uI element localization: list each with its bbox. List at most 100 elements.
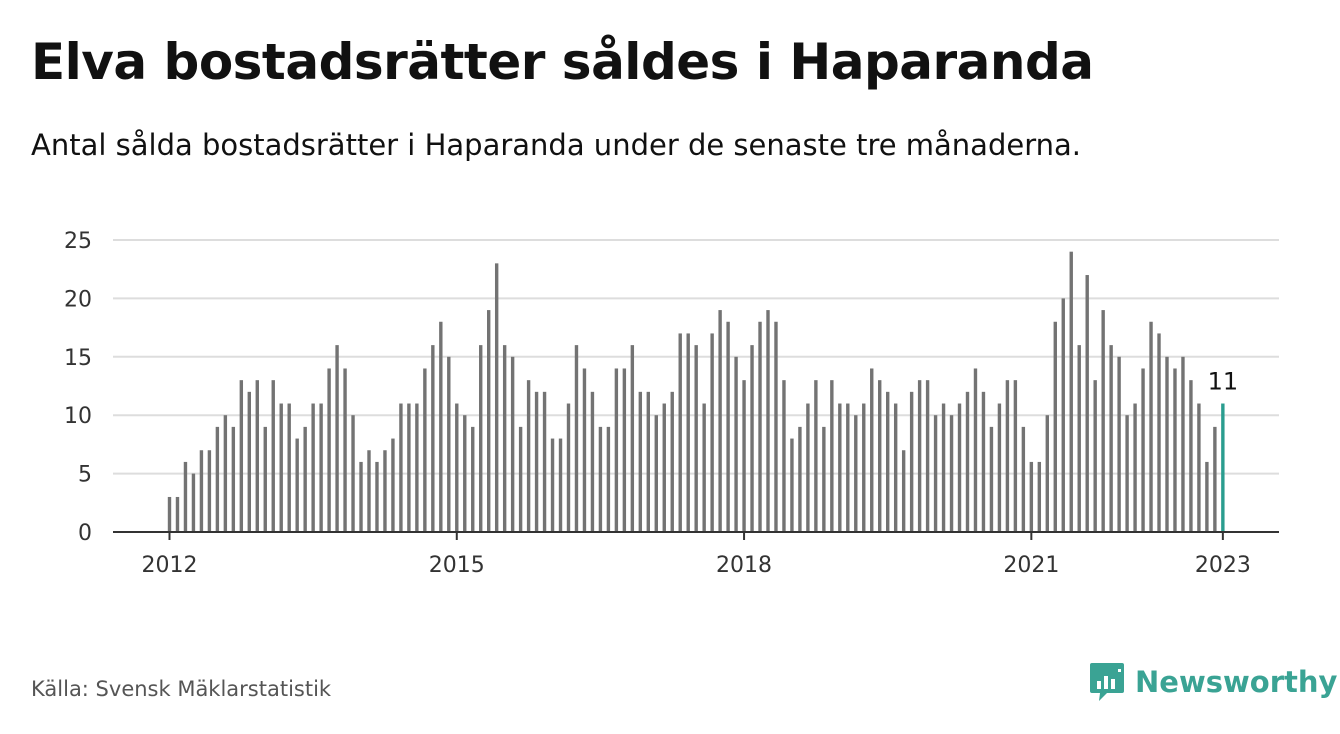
bar — [1117, 356, 1121, 532]
bar — [782, 380, 786, 532]
brand-name: Newsworthy — [1135, 665, 1338, 699]
bar — [1205, 461, 1209, 532]
bar — [479, 345, 483, 532]
bar — [566, 403, 571, 532]
bar-chart: 0 5 10 15 20 25 2012 2015 2018 2021 2023 11 — [64, 229, 1279, 578]
bar — [367, 450, 371, 532]
bar — [989, 426, 994, 532]
bar — [1189, 380, 1193, 532]
bar — [638, 391, 643, 532]
bar — [271, 380, 275, 532]
bar — [582, 368, 587, 532]
bar — [941, 403, 946, 532]
bar — [199, 450, 204, 532]
bar — [183, 461, 188, 532]
bar — [1133, 403, 1137, 532]
bar — [1093, 380, 1097, 532]
bar — [502, 345, 507, 532]
y-tick-label: 15 — [64, 346, 92, 371]
bar — [710, 333, 714, 532]
bar — [965, 391, 970, 532]
bar — [742, 380, 746, 532]
bar — [550, 438, 555, 532]
bar — [1085, 275, 1089, 532]
bar — [1101, 310, 1105, 532]
y-tick-label: 20 — [64, 287, 92, 312]
bar — [375, 461, 379, 532]
bar — [447, 356, 451, 532]
bar — [431, 345, 435, 532]
bar — [207, 450, 212, 532]
bar — [175, 496, 180, 532]
bar — [957, 403, 962, 532]
bar — [1165, 356, 1169, 532]
bar — [423, 368, 427, 532]
bar — [1061, 298, 1065, 532]
bar — [838, 403, 842, 532]
bar — [726, 321, 730, 532]
bar — [1125, 415, 1129, 532]
chart-title: Elva bostadsrätter såldes i Haparanda — [31, 33, 1094, 91]
bar — [901, 450, 906, 532]
axes — [113, 531, 1279, 540]
bar — [287, 403, 291, 532]
bar — [1213, 426, 1217, 532]
bar — [1077, 345, 1081, 532]
bar — [247, 391, 251, 532]
data-label-latest: 11 — [1208, 368, 1239, 396]
y-tick-label: 5 — [78, 463, 92, 488]
bar — [1005, 380, 1010, 532]
bar — [630, 345, 635, 532]
y-tick-label: 10 — [64, 404, 92, 429]
bar — [231, 426, 236, 532]
bar — [494, 263, 499, 532]
bar — [1013, 380, 1018, 532]
bar — [686, 333, 690, 532]
bar — [383, 450, 387, 532]
bar — [909, 391, 914, 532]
bar — [1173, 368, 1177, 532]
bar — [622, 368, 627, 532]
bar — [463, 415, 467, 532]
bar — [407, 403, 411, 532]
bar — [471, 426, 475, 532]
bar — [279, 403, 283, 532]
bar — [574, 345, 579, 532]
bar — [455, 403, 459, 532]
bar — [790, 438, 794, 532]
brand[interactable]: Newsworthy — [1089, 661, 1337, 703]
chart-subtitle: Antal sålda bostadsrätter i Haparanda un… — [31, 128, 1081, 162]
bar — [439, 321, 443, 532]
bar — [925, 380, 930, 532]
bar — [335, 345, 339, 532]
bar — [542, 391, 547, 532]
bar — [662, 403, 666, 532]
bar — [854, 415, 858, 532]
bar — [534, 391, 539, 532]
bar — [167, 496, 172, 532]
bar — [702, 403, 706, 532]
bar — [654, 415, 658, 532]
bar — [239, 380, 244, 532]
bar — [997, 403, 1002, 532]
bar — [1181, 356, 1185, 532]
bar — [303, 426, 307, 532]
bar — [806, 403, 810, 532]
bar — [917, 380, 922, 532]
bar — [399, 403, 403, 532]
bar — [1053, 321, 1057, 532]
bar — [1149, 321, 1153, 532]
bar — [415, 403, 419, 532]
bar — [1141, 368, 1145, 532]
bar — [351, 415, 355, 532]
bar — [614, 368, 619, 532]
bar — [893, 403, 898, 532]
bar — [766, 310, 770, 532]
x-tick-label: 2023 — [1195, 553, 1251, 578]
y-tick-label: 0 — [78, 521, 92, 546]
bars — [167, 251, 1225, 532]
bar — [694, 345, 698, 532]
bar — [718, 310, 722, 532]
bar — [774, 321, 778, 532]
bar — [798, 426, 802, 532]
